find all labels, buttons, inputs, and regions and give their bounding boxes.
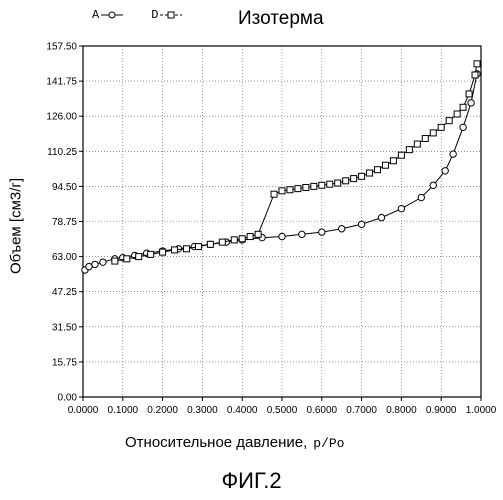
data-point-d	[219, 239, 225, 245]
data-point-d	[295, 186, 301, 192]
data-point-d	[183, 246, 189, 252]
y-tick-label: 47.25	[52, 287, 77, 298]
y-tick-label: 78.75	[52, 217, 77, 228]
y-axis-label: Объем [см3/г]	[8, 178, 25, 274]
data-point-d	[375, 167, 381, 173]
data-point-a	[460, 124, 466, 130]
data-point-d	[422, 135, 428, 141]
y-tick-label: 157.50	[46, 42, 77, 53]
data-point-d	[359, 173, 365, 179]
data-point-a	[339, 226, 345, 232]
data-point-d	[335, 180, 341, 186]
data-point-d	[195, 244, 201, 250]
data-point-d	[446, 118, 452, 124]
x-tick-label: 0.0000	[68, 405, 99, 416]
x-axis-label-unit: p/Po	[313, 436, 344, 451]
data-point-d	[124, 256, 130, 262]
y-tick-label: 15.75	[52, 357, 77, 368]
data-point-d	[472, 72, 478, 78]
square-marker-icon	[160, 10, 182, 20]
data-point-d	[460, 104, 466, 110]
data-point-d	[327, 181, 333, 187]
data-point-a	[86, 263, 92, 269]
x-tick-label: 0.3000	[187, 405, 218, 416]
x-tick-label: 0.4000	[227, 405, 258, 416]
series-line-a	[85, 74, 477, 270]
figure-caption: ФИГ.2	[0, 468, 503, 494]
data-point-d	[279, 188, 285, 194]
y-tick-label: 94.50	[52, 182, 77, 193]
legend-label-a: A	[92, 8, 99, 22]
data-point-d	[351, 176, 357, 182]
series-line-d	[115, 64, 477, 261]
data-point-d	[271, 191, 277, 197]
data-point-a	[92, 261, 98, 267]
data-point-d	[112, 258, 118, 264]
x-tick-label: 0.7000	[346, 405, 377, 416]
data-point-a	[418, 194, 424, 200]
chart-legend: A D	[92, 8, 182, 22]
data-point-d	[311, 183, 317, 189]
y-tick-label: 63.00	[52, 252, 77, 263]
data-point-d	[390, 158, 396, 164]
x-tick-label: 0.1000	[108, 405, 139, 416]
data-point-a	[378, 214, 384, 220]
data-point-a	[299, 231, 305, 237]
data-point-a	[430, 182, 436, 188]
y-tick-label: 141.75	[46, 77, 77, 88]
x-axis-label: Относительное давление, p/Po	[125, 434, 345, 451]
circle-marker-icon	[101, 10, 123, 20]
data-point-a	[100, 259, 106, 265]
x-tick-label: 1.0000	[466, 405, 497, 416]
data-point-a	[279, 233, 285, 239]
data-point-d	[343, 178, 349, 184]
data-point-a	[450, 151, 456, 157]
data-point-a	[319, 229, 325, 235]
x-tick-label: 0.2000	[147, 405, 178, 416]
y-tick-label: 31.50	[52, 322, 77, 333]
data-point-d	[319, 182, 325, 188]
data-point-a	[398, 205, 404, 211]
legend-item-a: A	[92, 8, 123, 22]
data-point-d	[474, 61, 480, 67]
data-point-d	[382, 162, 388, 168]
x-tick-label: 0.5000	[267, 405, 298, 416]
legend-item-d: D	[151, 8, 182, 22]
legend-label-d: D	[151, 8, 158, 22]
data-point-d	[231, 237, 237, 243]
chart-title: Изотерма	[238, 8, 324, 30]
data-point-d	[367, 170, 373, 176]
x-tick-label: 0.6000	[307, 405, 338, 416]
data-point-d	[454, 111, 460, 117]
data-point-a	[358, 221, 364, 227]
data-point-d	[239, 236, 245, 242]
x-axis-label-text: Относительное давление,	[125, 434, 307, 451]
data-point-d	[247, 234, 253, 240]
data-point-d	[287, 187, 293, 193]
data-point-d	[160, 249, 166, 255]
data-point-d	[466, 91, 472, 97]
data-point-d	[303, 185, 309, 191]
data-point-d	[430, 130, 436, 136]
x-tick-label: 0.8000	[386, 405, 417, 416]
data-point-d	[207, 241, 213, 247]
data-point-d	[414, 141, 420, 147]
y-tick-label: 0.00	[58, 393, 78, 404]
data-point-a	[442, 168, 448, 174]
data-point-a	[468, 100, 474, 106]
data-point-d	[172, 247, 178, 253]
y-tick-label: 126.00	[46, 112, 77, 123]
y-tick-label: 110.25	[47, 147, 77, 158]
data-point-d	[136, 254, 142, 260]
data-point-d	[148, 251, 154, 257]
data-point-d	[438, 124, 444, 130]
data-point-d	[255, 231, 261, 237]
data-point-d	[406, 147, 412, 153]
x-tick-label: 0.9000	[426, 405, 457, 416]
data-point-d	[398, 152, 404, 158]
